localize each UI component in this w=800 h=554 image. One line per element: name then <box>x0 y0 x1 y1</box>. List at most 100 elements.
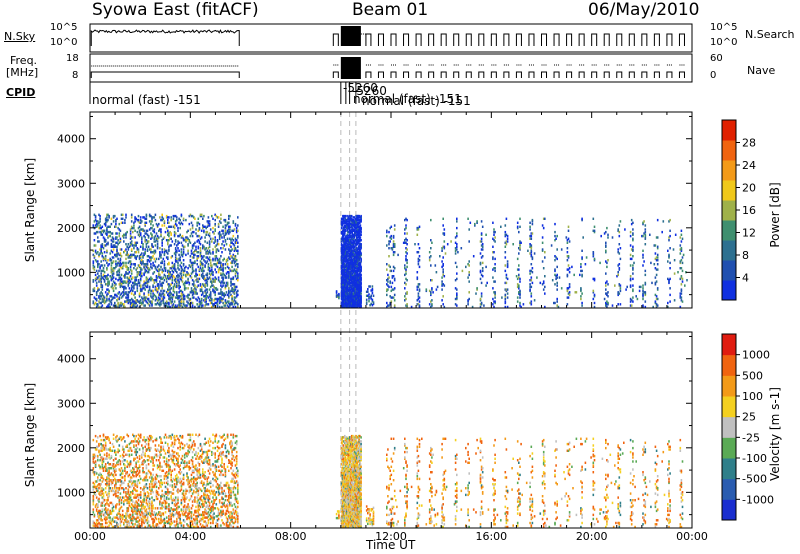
colorbar-cell <box>722 240 736 261</box>
colorbar-cell <box>722 140 736 161</box>
xtick-label: 00:00 <box>74 530 106 543</box>
sky-pulse <box>365 33 372 46</box>
freq-right-label: Nave <box>747 64 776 77</box>
colorbar-cell <box>722 375 736 397</box>
sky-pulse <box>678 33 685 46</box>
freq-pulse <box>415 71 422 78</box>
colorbar-tick-label: -500 <box>742 473 767 486</box>
colorbar-tick-label: 8 <box>742 249 749 262</box>
sky-left-tick-bottom: 10^0 <box>50 37 78 48</box>
freq-pulse <box>541 71 548 78</box>
cpid-label: CPID <box>6 86 36 99</box>
colorbar-cell <box>722 280 736 301</box>
freq-pulse <box>641 71 648 78</box>
colorbar-cell <box>722 478 736 500</box>
colorbar-cell <box>722 396 736 418</box>
freq-pulse <box>528 71 535 78</box>
colorbar-cell <box>722 334 736 356</box>
freq-pulse <box>478 71 485 78</box>
colorbar-cell <box>722 260 736 281</box>
sky-pulse <box>616 33 623 46</box>
colorbar-cell <box>722 499 736 521</box>
velocity-colorbar-label: Velocity [m s-1] <box>768 387 782 481</box>
sky-pulse <box>490 33 497 46</box>
date-title: 06/May/2010 <box>588 0 700 20</box>
ytick-label: 4000 <box>57 353 85 366</box>
sky-pulse <box>515 33 522 46</box>
sky-pulse <box>628 33 635 46</box>
sky-pulse <box>465 33 472 46</box>
station-title: Syowa East (fitACF) <box>92 0 259 20</box>
freq-pulse <box>503 71 510 78</box>
sky-left-tick-top: 10^5 <box>50 22 78 33</box>
colorbar-tick-label: 24 <box>742 159 756 172</box>
ytick-label: 1000 <box>57 486 85 499</box>
freq-pulse <box>553 71 560 78</box>
sky-pulse <box>566 33 573 46</box>
xtick-label: 08:00 <box>275 530 307 543</box>
freq-trace-morning <box>90 71 240 78</box>
freq-pulse <box>678 71 685 78</box>
sky-dense-block <box>340 26 361 46</box>
colorbar-cell <box>722 416 736 438</box>
velocity-panel: 1000 2000 3000 4000 1000 500 100 25 -25 -100 -500 -… <box>57 331 774 529</box>
colorbar-tick-label: 500 <box>742 369 763 382</box>
colorbar-frame <box>721 333 737 521</box>
sky-pulse <box>403 33 410 46</box>
sky-pulse <box>578 33 585 46</box>
cpid-segment-4: normal (fast) -151 <box>362 94 471 108</box>
sky-pulse <box>440 33 447 46</box>
ytick-label: 4000 <box>57 133 85 146</box>
sky-pulse <box>528 33 535 46</box>
freq-left-tick-bottom: 8 <box>72 70 79 81</box>
freq-pulse <box>603 71 610 78</box>
ytick-label: 3000 <box>57 177 85 190</box>
colorbar-tick-label: 100 <box>742 390 763 403</box>
xtick-label: 12:00 <box>375 530 407 543</box>
freq-pulse <box>666 71 673 78</box>
freq-left-tick-top: 18 <box>66 53 79 64</box>
cpid-segment-3: normal (fast) -151 <box>353 92 462 106</box>
freq-pulse <box>515 71 522 78</box>
freq-pulse <box>653 71 660 78</box>
sky-pulse <box>332 33 339 46</box>
cpid-segment-2: -5260 <box>352 84 387 98</box>
sky-pulse <box>603 33 610 46</box>
freq-pulse <box>566 71 573 78</box>
freq-pulse <box>616 71 623 78</box>
freq-pulse <box>390 71 397 78</box>
sky-trace-morning <box>90 29 240 46</box>
ytick-label: 3000 <box>57 397 85 410</box>
freq-pulse <box>490 71 497 78</box>
ytick-label: 2000 <box>57 442 85 455</box>
sky-right-tick-top: 10^5 <box>710 22 738 33</box>
colorbar-tick-label: 16 <box>742 204 756 217</box>
sky-panel-frame <box>89 23 693 53</box>
sky-pulse <box>591 33 598 46</box>
xtick-label: 20:00 <box>576 530 608 543</box>
sky-pulse <box>415 33 422 46</box>
freq-pulse <box>578 71 585 78</box>
sky-pulse <box>453 33 460 46</box>
power-colorbar-label: Power [dB] <box>768 182 782 248</box>
freq-pulse <box>453 71 460 78</box>
sky-pulse <box>553 33 560 46</box>
colorbar-tick-label: 20 <box>742 182 756 195</box>
colorbar-cell <box>722 180 736 201</box>
colorbar-cell <box>722 220 736 241</box>
sky-pulse <box>377 33 384 46</box>
colorbar-cell <box>722 437 736 459</box>
colorbar-tick-label: -1000 <box>742 493 774 506</box>
ytick-label: 1000 <box>57 266 85 279</box>
colorbar-tick-label: 12 <box>742 227 756 240</box>
velocity-ylabel: Slant Range [km] <box>23 382 37 488</box>
cpid-segment-1: -5260 <box>343 81 378 95</box>
colorbar-tick-label: 4 <box>742 272 749 285</box>
sky-pulse <box>641 33 648 46</box>
colorbar-cell <box>722 354 736 376</box>
freq-pulse <box>332 71 339 78</box>
colorbar-cell <box>722 120 736 141</box>
power-panel: 1000 2000 3000 4000 4 8 12 16 20 24 28 <box>57 111 756 309</box>
cpid-segment-0: normal (fast) -151 <box>92 93 201 107</box>
colorbar-tick-label: -100 <box>742 452 767 465</box>
